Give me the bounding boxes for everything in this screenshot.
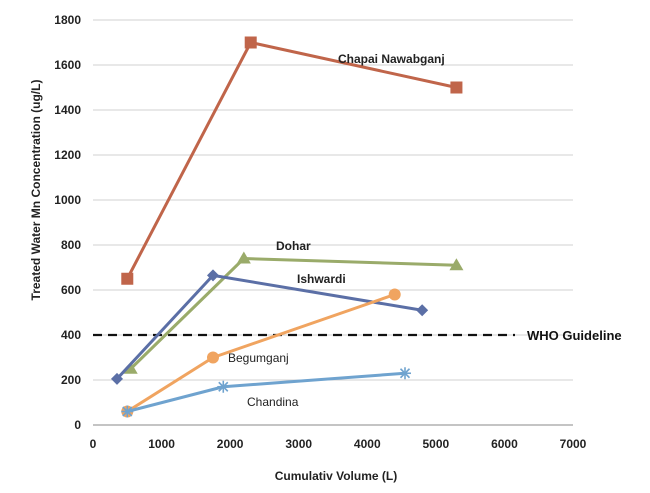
y-tick-label: 1400: [54, 103, 81, 117]
series-label-dohar: Dohar: [276, 239, 311, 253]
x-tick-label: 6000: [491, 437, 518, 451]
data-point-square: [121, 272, 134, 285]
x-tick-label: 4000: [354, 437, 381, 451]
y-axis-title: Treated Water Mn Concentration (ug/L): [29, 80, 43, 301]
y-tick-label: 400: [61, 328, 81, 342]
data-point-square: [450, 81, 463, 94]
data-point-triangle: [449, 258, 464, 271]
label-layer: WHO Guideline Chapai Nawabganj Dohar Ishwar…: [228, 52, 622, 409]
y-tick-label: 600: [61, 283, 81, 297]
x-tick-label: 2000: [217, 437, 244, 451]
data-point-triangle: [123, 361, 138, 374]
data-point-star: [399, 367, 411, 380]
y-tick-label: 1000: [54, 193, 81, 207]
x-tick-label: 3000: [285, 437, 312, 451]
series-layer: [111, 36, 464, 418]
data-point-star: [217, 380, 230, 393]
series-label-chapai-nawabganj: Chapai Nawabganj: [338, 52, 445, 66]
x-tick-label: 7000: [560, 437, 587, 451]
tick-layer: 0 200 400 600 800 1000 1200 1400 1600 1800 0 1000 20…: [54, 13, 586, 451]
data-point-star: [121, 405, 134, 418]
data-point-triangle: [236, 251, 251, 264]
x-tick-label: 1000: [148, 437, 175, 451]
series-chandina: [121, 367, 411, 418]
y-tick-label: 1600: [54, 58, 81, 72]
y-tick-label: 800: [61, 238, 81, 252]
series-label-chandina: Chandina: [247, 395, 299, 409]
data-point-circle: [388, 288, 401, 301]
series-label-begumganj: Begumganj: [228, 351, 289, 365]
series-dohar: [123, 251, 464, 374]
x-tick-label: 5000: [423, 437, 450, 451]
data-point-diamond: [207, 269, 219, 282]
y-tick-label: 1200: [54, 148, 81, 162]
x-axis-title: Cumulativ Volume (L): [275, 469, 397, 483]
data-point-circle: [207, 351, 219, 364]
data-point-diamond: [416, 304, 429, 317]
series-label-ishwardi: Ishwardi: [297, 272, 346, 286]
who-guideline-label: WHO Guideline: [527, 328, 622, 343]
y-tick-label: 200: [61, 373, 81, 387]
x-tick-label: 0: [90, 437, 97, 451]
series-ishwardi: [111, 269, 429, 385]
data-point-diamond: [111, 372, 123, 385]
series-chapai-nawabganj: [121, 36, 463, 285]
data-point-square: [244, 36, 257, 49]
y-tick-label: 0: [74, 418, 81, 432]
y-tick-label: 1800: [54, 13, 81, 27]
